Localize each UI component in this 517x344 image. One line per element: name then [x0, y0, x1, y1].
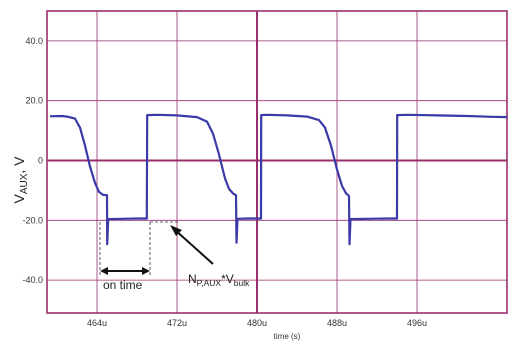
x-tick-label-1: 472u [167, 318, 187, 328]
on-time-arrowhead-right [142, 267, 150, 275]
on-time-arrowhead-left [100, 267, 108, 275]
plot-frame [46, 10, 508, 314]
gridlines [46, 10, 508, 314]
np-arrowhead [170, 225, 182, 236]
np-label: NP,AUX*Vbulk [188, 272, 250, 288]
np-sub: P,AUX [197, 278, 222, 288]
plot-background [47, 11, 507, 313]
np-arrow-line [173, 228, 214, 265]
np-main: N [188, 272, 197, 286]
np-sub2: bulk [234, 278, 250, 288]
x-tick-label-0: 464u [87, 318, 107, 328]
y-axis-label-main: V [11, 194, 27, 204]
y-axis-label: VAUX, V [11, 156, 30, 204]
y-axis-label-sub: AUX [19, 173, 30, 194]
on-time-annotation: on time [99, 221, 178, 292]
np-mid: *V [221, 272, 234, 286]
y-tick-label-2: 0 [38, 156, 43, 166]
y-tick-label-3: -20.0 [22, 215, 43, 225]
y-tick-label-0: 40.0 [25, 36, 43, 46]
np-annotation: NP,AUX*Vbulk [170, 225, 250, 288]
aux-voltage-series-line [49, 113, 508, 246]
tick-labels: 40.0 20.0 0 -20.0 -40.0 464u 472u 480u 488u 496u [22, 36, 427, 328]
x-axis-label: time (s) [274, 332, 301, 341]
y-axis-label-tail: , V [11, 156, 27, 174]
x-tick-label-3: 488u [327, 318, 347, 328]
x-tick-label-2: 480u [247, 318, 267, 328]
y-tick-label-1: 20.0 [25, 96, 43, 106]
on-time-label: on time [103, 278, 143, 292]
x-tick-label-4: 496u [407, 318, 427, 328]
y-tick-label-4: -40.0 [22, 275, 43, 285]
